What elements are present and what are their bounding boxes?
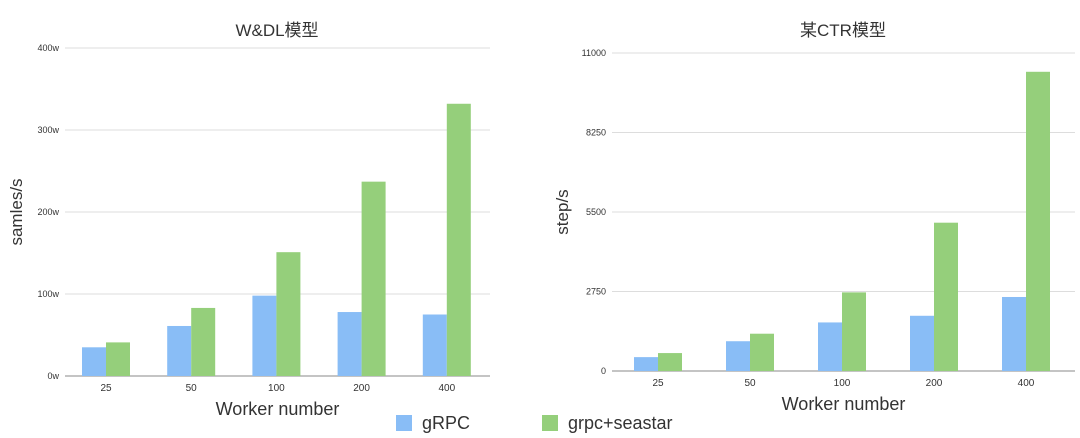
chart2-bar-grpc-200 [910, 315, 934, 371]
chart1-bar-seastar-200 [361, 181, 386, 376]
chart2-x-tick-label: 50 [744, 378, 756, 389]
chart1-y-tick-label: 0w [47, 371, 59, 381]
chart1-bar-seastar-400 [446, 103, 471, 376]
chart1-x-tick-label: 25 [100, 383, 112, 394]
chart2-x-tick-label: 25 [652, 378, 664, 389]
chart1-y-tick-label: 300w [37, 125, 59, 135]
legend-swatch-grpc [396, 415, 412, 431]
chart2-x-axis-label: Worker number [782, 394, 906, 414]
chart1-bar-grpc-25 [82, 347, 106, 376]
chart2-bar-seastar-50 [750, 333, 774, 371]
legend-label-seastar: grpc+seastar [568, 412, 673, 433]
chart1-bar-seastar-25 [106, 342, 130, 376]
chart1-x-axis-label: Worker number [216, 399, 340, 419]
chart2-y-tick-label: 8250 [586, 128, 606, 138]
chart2-y-tick-label: 2750 [586, 287, 606, 297]
chart1-y-tick-label: 100w [37, 289, 59, 299]
chart1-bar-grpc-100 [252, 295, 277, 376]
chart2-bar-seastar-400 [1026, 71, 1050, 372]
chart2-y-tick-label: 5500 [586, 207, 606, 217]
chart2-bar-grpc-100 [818, 322, 842, 371]
legend-label-grpc: gRPC [422, 412, 471, 433]
chart1-bar-grpc-400 [422, 314, 447, 376]
chart1-bar-seastar-50 [191, 307, 216, 376]
chart2-bar-seastar-100 [842, 292, 866, 371]
chart2-y-tick-label: 11000 [582, 48, 606, 58]
chart1-y-tick-label: 400w [37, 43, 59, 53]
chart2-bar-grpc-25 [634, 357, 658, 371]
chart2-bar-seastar-25 [658, 353, 682, 371]
chart2-bar-seastar-200 [934, 222, 958, 371]
chart2-bar-grpc-400 [1002, 296, 1026, 371]
chart1-bar-seastar-100 [276, 252, 301, 376]
chart2-x-tick-label: 200 [926, 378, 943, 389]
chart2-x-tick-label: 100 [834, 378, 851, 389]
chart2-y-axis-label: step/s [553, 189, 572, 234]
chart2-x-tick-label: 400 [1018, 378, 1035, 389]
chart2-bar-grpc-50 [726, 341, 750, 371]
chart1-y-tick-label: 200w [37, 207, 59, 217]
chart1-bar-grpc-50 [167, 325, 192, 376]
chart2-title: 某CTR模型 [800, 21, 886, 40]
chart1-x-tick-label: 400 [438, 383, 455, 394]
chart2-y-tick-label: 0 [601, 366, 606, 376]
legend-swatch-seastar [542, 415, 558, 431]
chart1-bar-grpc-200 [337, 312, 362, 376]
chart1-title: W&DL模型 [235, 21, 318, 40]
legend-item-seastar: grpc+seastar [542, 412, 673, 434]
legend-item-grpc: gRPC [396, 412, 470, 434]
chart1-x-tick-label: 200 [353, 383, 370, 394]
chart1-y-axis-label: samles/s [7, 178, 26, 245]
chart1-x-tick-label: 100 [268, 383, 285, 394]
chart1-x-tick-label: 50 [186, 383, 198, 394]
